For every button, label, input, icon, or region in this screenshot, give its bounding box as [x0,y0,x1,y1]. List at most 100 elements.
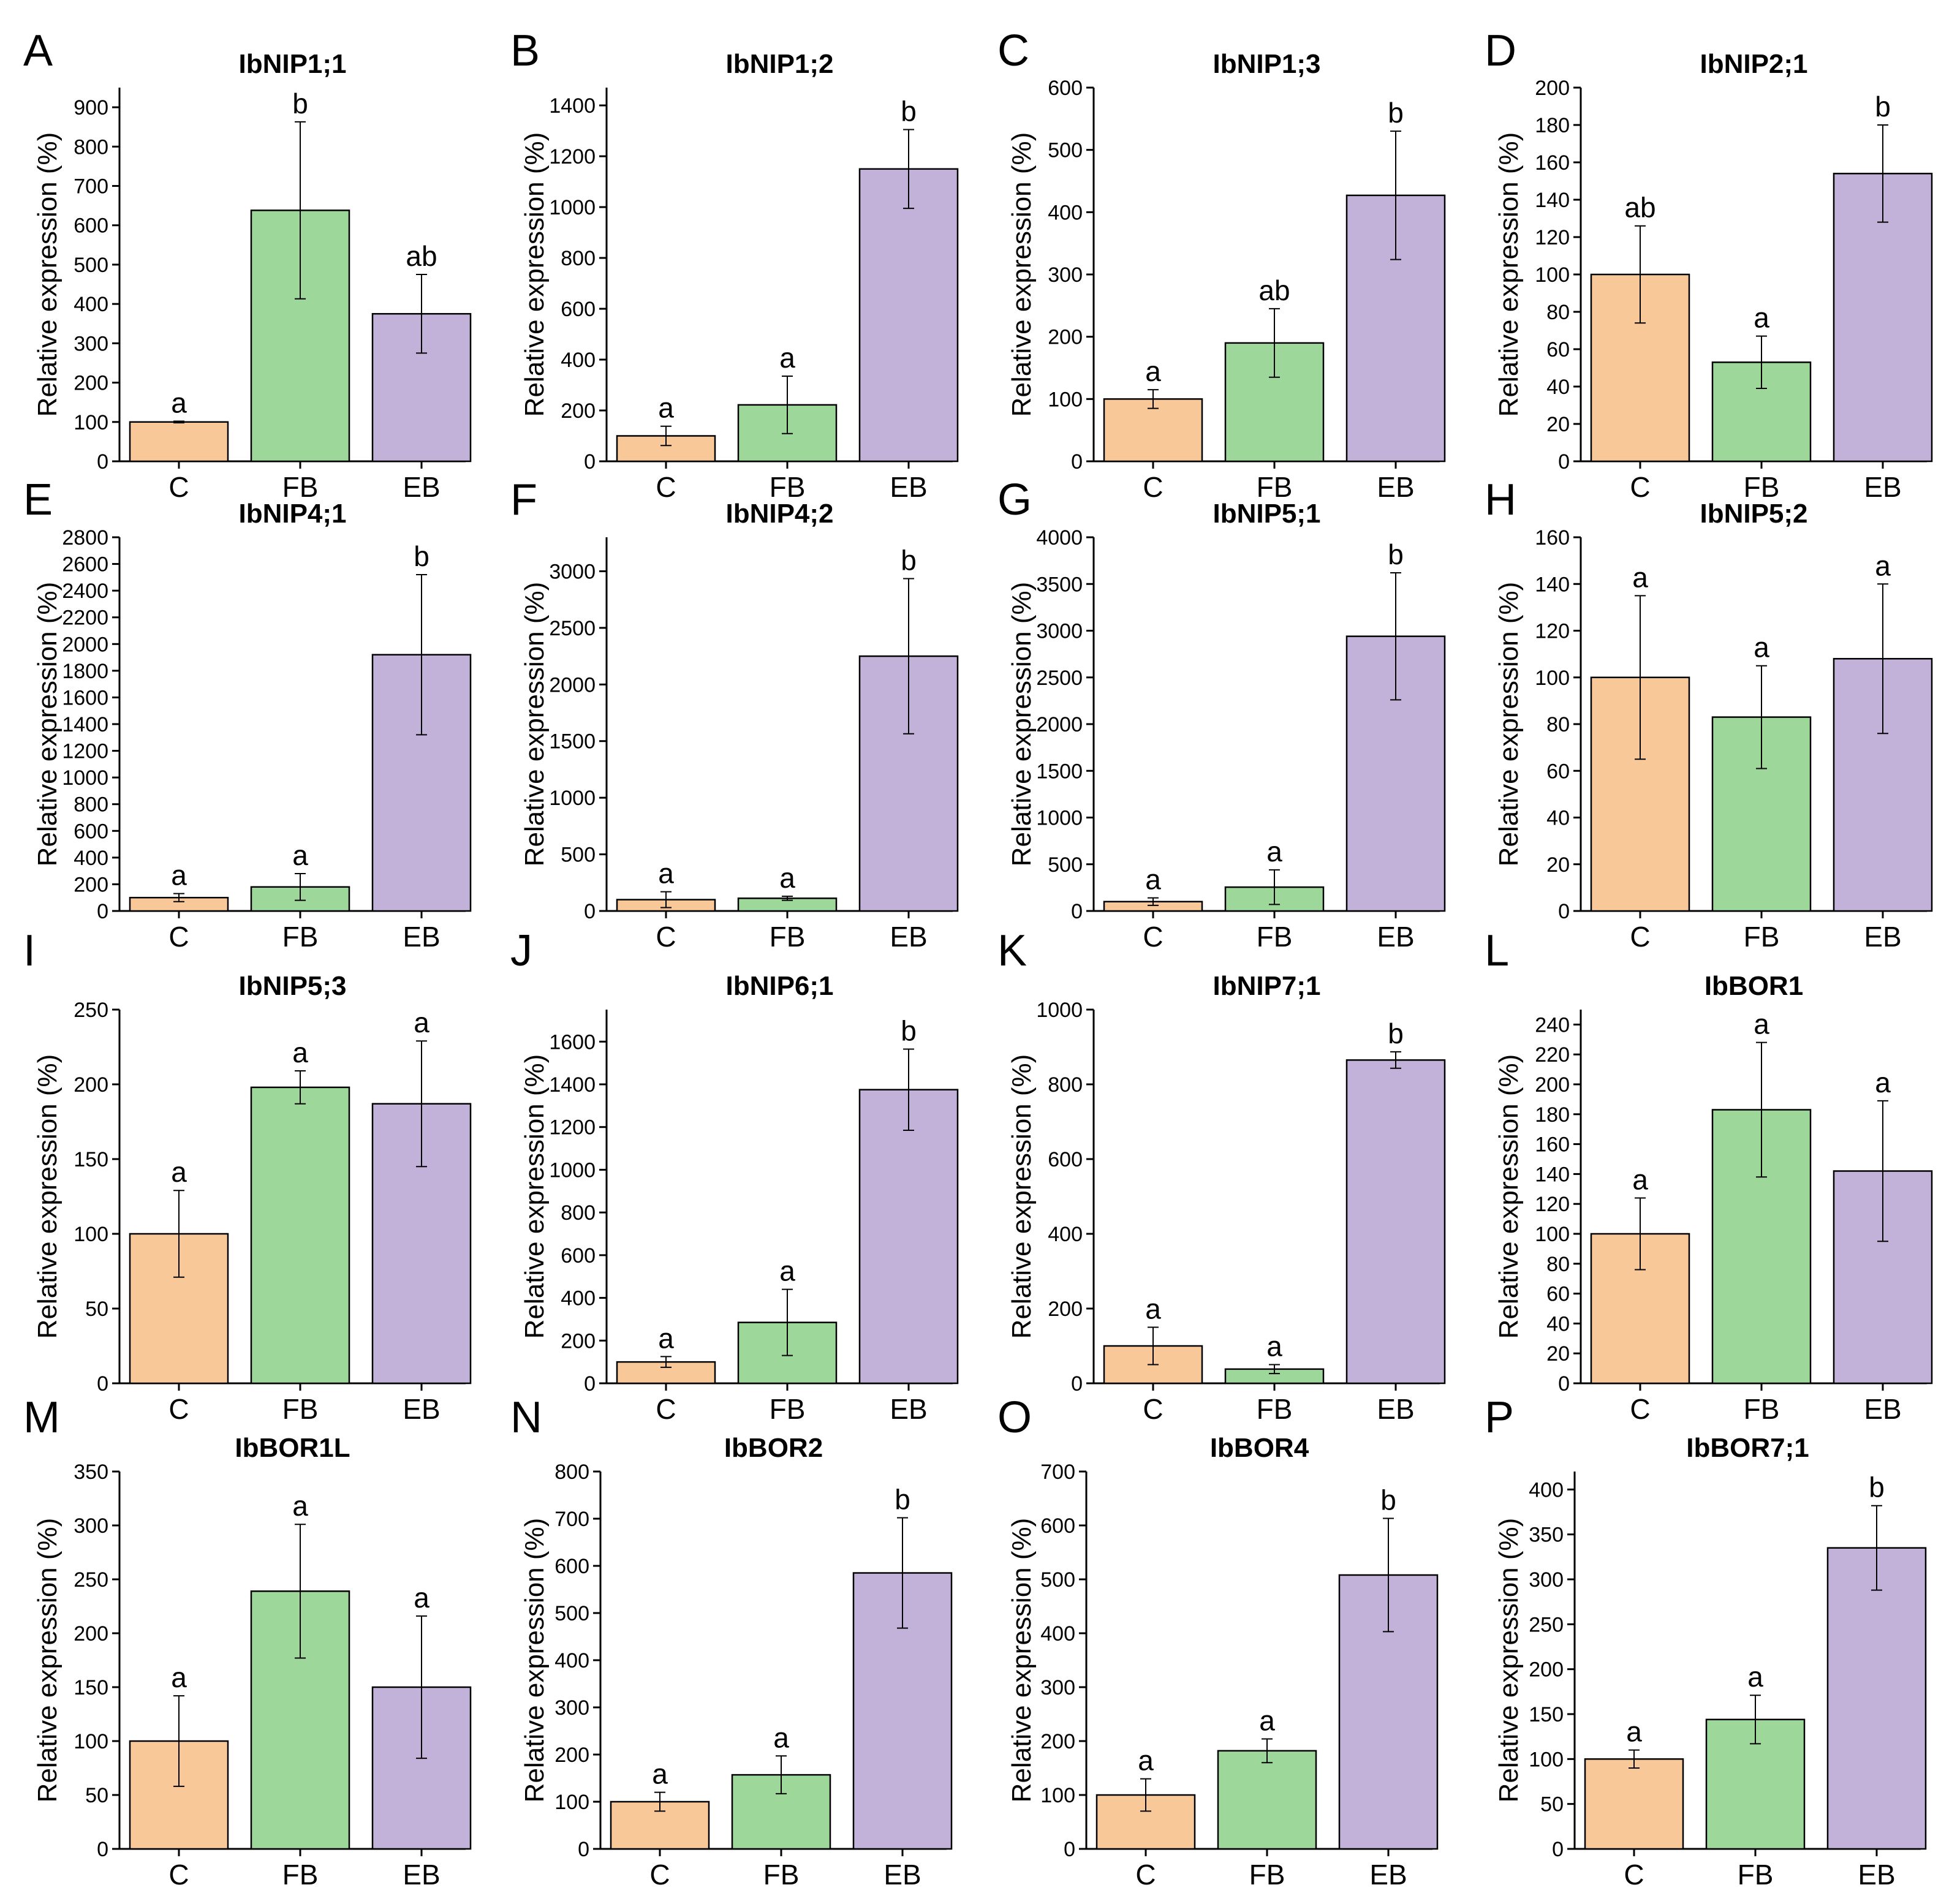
y-tick-label: 100 [1535,667,1570,690]
bar-c [1584,1758,1684,1850]
x-tick-label: FB [770,1393,806,1425]
y-tick-label: 140 [1535,189,1570,212]
panel-m: M IbBOR1L 0 50 100 150 200 250 300 350 Relative ex… [23,1393,472,1891]
x-tick-label: C [1143,471,1163,503]
significance-letter: b [1869,1472,1885,1503]
significance-letter: b [901,1015,917,1046]
y-axis-label: Relative expression (%) [1494,132,1524,417]
y-tick-label: 200 [1048,1298,1083,1321]
panel-title: IbBOR2 [724,1433,823,1463]
y-tick-label: 1800 [62,660,108,683]
panel-letter: N [510,1393,542,1442]
significance-letter: a [171,860,187,891]
y-tick-label: 0 [1071,1372,1083,1396]
y-tick-label: 200 [1529,1658,1564,1682]
panel-letter: C [997,26,1029,75]
y-tick-label: 180 [1535,114,1570,137]
y-tick-label: 20 [1546,853,1570,877]
x-tick-label: C [656,1393,676,1425]
y-tick-label: 600 [561,298,596,321]
panel-title: IbBOR7;1 [1686,1433,1809,1463]
y-tick-label: 100 [1535,1223,1570,1246]
y-tick-label: 80 [1546,1253,1570,1276]
panel-title: IbNIP1;2 [725,49,833,79]
y-tick-label: 0 [97,450,108,474]
y-tick-label: 160 [1535,526,1570,550]
panel-i: I IbNIP5;3 0 50 100 150 200 250 Relative express… [23,926,472,1425]
significance-letter: a [1626,1716,1642,1748]
y-tick-label: 100 [74,411,108,434]
y-axis-label: Relative expression (%) [1007,1054,1037,1339]
y-tick-label: 0 [1558,900,1570,923]
y-tick-label: 400 [554,1649,589,1672]
y-axis-label: Relative expression (%) [520,1518,550,1803]
significance-letter: a [292,839,308,871]
y-axis-label: Relative expression (%) [32,132,62,417]
significance-letter: a [171,1156,187,1188]
y-axis-label: Relative expression (%) [1007,1518,1037,1803]
significance-letter: a [1145,1293,1161,1325]
significance-letter: b [1388,97,1404,129]
y-tick-label: 400 [1529,1478,1564,1502]
x-tick-label: EB [1864,471,1901,503]
y-tick-label: 0 [97,900,108,923]
bar-eb [1345,1059,1446,1385]
panel-title: IbNIP2;1 [1700,49,1807,79]
y-tick-label: 200 [1535,77,1570,100]
x-tick-label: EB [1377,1393,1414,1425]
x-tick-label: EB [890,471,927,503]
y-tick-label: 0 [1552,1838,1564,1861]
panel-letter: L [1485,926,1509,975]
significance-letter: a [292,1037,308,1068]
y-tick-label: 1000 [549,787,596,810]
panel-letter: E [23,475,53,524]
y-tick-label: 80 [1546,713,1570,736]
y-tick-label: 0 [1558,450,1570,474]
significance-letter: a [658,858,674,890]
significance-letter: a [1747,1661,1763,1693]
x-tick-label: EB [403,471,440,503]
y-tick-label: 60 [1546,760,1570,783]
y-tick-label: 400 [74,293,108,316]
panel-o: O IbBOR4 0 100 200 300 400 500 600 700 Relative ex… [997,1393,1439,1891]
y-tick-label: 700 [1040,1460,1075,1484]
y-axis-label: Relative expression (%) [1494,1054,1524,1339]
bar-eb [858,168,959,463]
y-tick-label: 200 [74,1622,108,1646]
x-tick-label: C [656,921,676,953]
x-tick-label: C [168,471,189,503]
panel-a: A IbNIP1;1 0 100 200 300 400 500 600 700 800 900 Rel… [23,26,472,503]
y-tick-label: 1000 [1036,807,1083,830]
significance-letter: a [1266,1331,1282,1362]
x-tick-label: FB [763,1859,800,1891]
panel-title: IbBOR1 [1705,971,1803,1001]
x-tick-label: FB [1249,1859,1285,1891]
y-tick-label: 100 [74,1223,108,1246]
y-tick-label: 100 [1529,1748,1564,1771]
x-tick-label: FB [1738,1859,1774,1891]
y-tick-label: 300 [1048,263,1083,287]
y-tick-label: 600 [74,214,108,238]
y-tick-label: 1600 [62,686,108,709]
y-tick-label: 0 [584,900,596,923]
significance-letter: a [292,1490,308,1522]
panel-f: F IbNIP4;2 0 500 1000 1500 2000 2500 3000Relativ… [510,475,959,953]
x-tick-label: EB [890,1393,927,1425]
y-tick-label: 350 [1529,1524,1564,1547]
panel-letter: D [1485,26,1516,75]
y-tick-label: 0 [584,450,596,474]
y-tick-label: 2500 [549,617,596,640]
y-tick-label: 250 [1529,1613,1564,1636]
panel-letter: H [1485,475,1516,524]
y-tick-label: 300 [74,332,108,355]
y-tick-label: 100 [1040,1784,1075,1807]
bar-fb [250,1086,350,1385]
x-tick-label: C [168,1859,189,1891]
x-tick-label: FB [770,921,806,953]
panel-letter: G [997,475,1032,524]
x-tick-label: FB [282,1393,319,1425]
y-tick-label: 100 [74,1730,108,1753]
x-tick-label: EB [1377,921,1414,953]
panel-title: IbNIP1;1 [238,49,346,79]
y-tick-label: 2000 [549,673,596,697]
